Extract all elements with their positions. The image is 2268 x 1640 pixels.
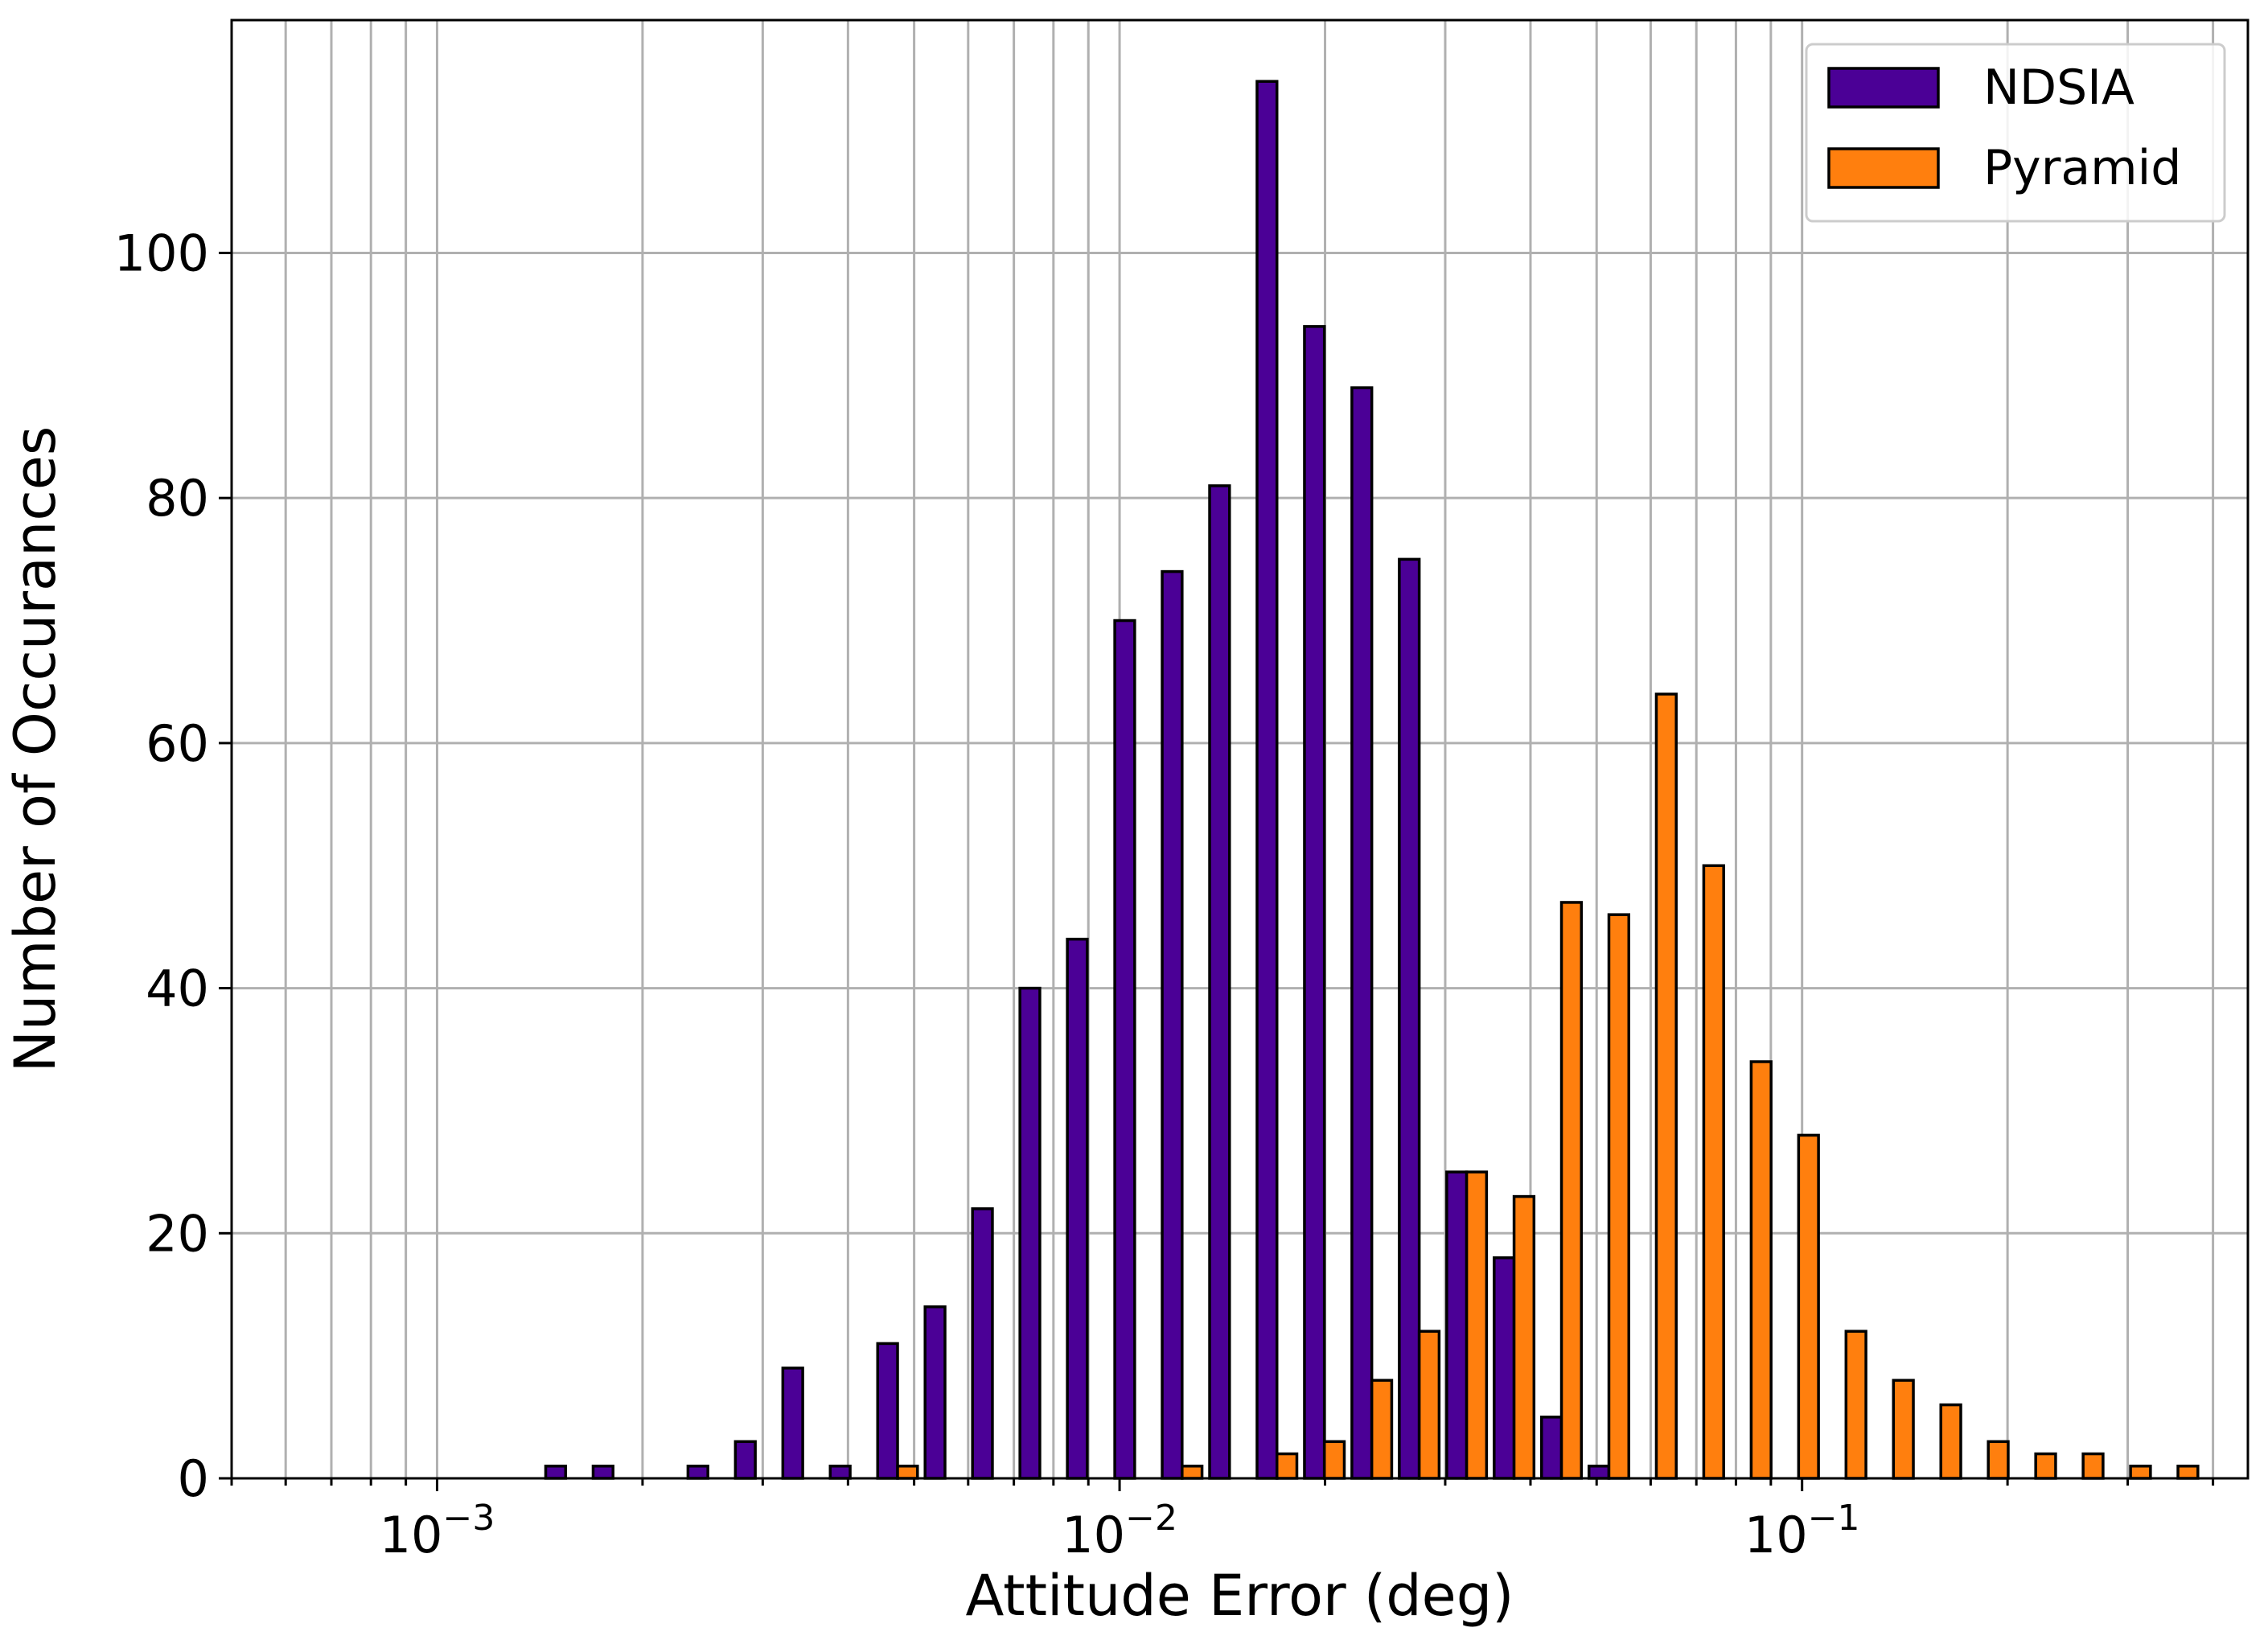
bar-pyramid — [1512, 1194, 1536, 1480]
bar-ndsia — [1445, 1170, 1469, 1480]
bar-ndsia — [733, 1440, 757, 1480]
bar-pyramid — [1181, 1465, 1204, 1480]
bar-ndsia — [686, 1465, 709, 1480]
bar-pyramid — [1702, 864, 1725, 1480]
bar-pyramid — [1797, 1133, 1820, 1480]
bar-ndsia — [781, 1367, 804, 1480]
bar-pyramid — [1275, 1452, 1299, 1480]
bar-ndsia — [1303, 325, 1326, 1480]
legend-label-pyramid: Pyramid — [1983, 140, 2181, 196]
bar-ndsia — [876, 1342, 899, 1480]
x-axis-title: Attitude Error (deg) — [966, 1563, 1514, 1629]
bar-pyramid — [1939, 1403, 1962, 1480]
bar-ndsia — [1066, 937, 1089, 1480]
bar-ndsia — [1540, 1416, 1563, 1480]
x-tick-label: 10−1 — [1744, 1498, 1860, 1564]
x-tick-label: 10−2 — [1062, 1498, 1177, 1564]
y-tick-label: 60 — [146, 714, 209, 773]
y-tick-label: 20 — [146, 1204, 209, 1263]
bar-ndsia — [923, 1305, 947, 1480]
legend: NDSIA Pyramid — [1805, 43, 2226, 223]
bars — [544, 80, 2200, 1480]
plot-frame — [230, 18, 2250, 1480]
bar-ndsia — [971, 1207, 994, 1480]
bar-pyramid — [1322, 1440, 1346, 1480]
bar-ndsia — [1255, 80, 1279, 1480]
y-tick-label: 80 — [146, 469, 209, 528]
bar-pyramid — [2034, 1452, 2057, 1480]
bar-ndsia — [544, 1465, 568, 1480]
y-axis-title: Number of Occurances — [2, 426, 68, 1073]
bar-pyramid — [1465, 1170, 1489, 1480]
axis-ticks: 0 20 40 60 80 100 10−3 10−2 10−1 — [114, 224, 2215, 1564]
bar-pyramid — [1987, 1440, 2010, 1480]
bar-pyramid — [896, 1465, 919, 1480]
bar-pyramid — [1654, 693, 1678, 1480]
bar-ndsia — [1587, 1465, 1611, 1480]
bar-ndsia — [1208, 484, 1231, 1480]
bar-pyramid — [1749, 1060, 1773, 1480]
bar-pyramid — [1559, 901, 1584, 1480]
bar-pyramid — [2176, 1465, 2200, 1480]
bar-ndsia — [591, 1465, 614, 1480]
legend-swatch-ndsia — [1827, 67, 1940, 109]
bar-pyramid — [2081, 1452, 2105, 1480]
y-tick-label: 100 — [114, 224, 209, 282]
bar-pyramid — [2129, 1465, 2152, 1480]
bar-ndsia — [1493, 1256, 1516, 1480]
bar-ndsia — [828, 1465, 852, 1480]
bar-ndsia — [1018, 986, 1042, 1480]
bar-pyramid — [1607, 913, 1631, 1480]
bar-ndsia — [1350, 386, 1374, 1480]
bar-pyramid — [1370, 1379, 1394, 1480]
legend-label-ndsia: NDSIA — [1983, 60, 2134, 116]
bar-pyramid — [1417, 1330, 1441, 1480]
bar-ndsia — [1398, 557, 1421, 1480]
bar-pyramid — [1844, 1330, 1867, 1480]
legend-swatch-pyramid — [1827, 147, 1940, 189]
bar-ndsia — [1113, 619, 1136, 1480]
y-tick-label: 0 — [178, 1449, 209, 1508]
bar-ndsia — [1161, 569, 1184, 1480]
y-tick-label: 40 — [146, 960, 209, 1018]
x-tick-label: 10−3 — [380, 1498, 495, 1564]
bar-pyramid — [1892, 1379, 1915, 1480]
